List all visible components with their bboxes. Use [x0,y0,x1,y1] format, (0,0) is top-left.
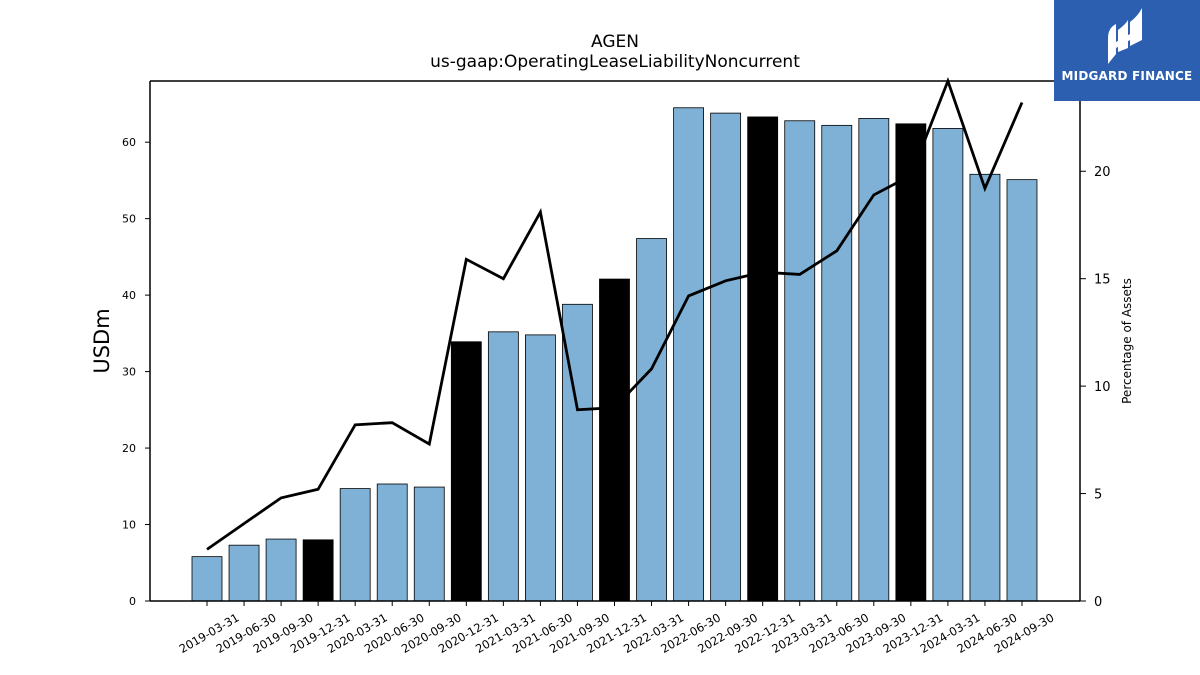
bar-2023-12-31 [895,123,927,602]
y2-tick-label: 0 [1094,595,1102,610]
bar-2019-12-31 [302,539,334,602]
y2-axis-label: Percentage of Assets [1120,278,1134,404]
brand-logo: MIDGARD FINANCE [1054,0,1200,101]
bar-2023-09-30 [858,118,890,602]
bar-2024-03-31 [932,128,964,602]
y2-tick-label: 5 [1094,488,1102,503]
y-tick-label: 50 [122,213,136,226]
midgard-logo-icon [1108,8,1142,64]
bar-2021-03-31 [487,331,519,602]
chart-subtitle: us-gaap:OperatingLeaseLiabilityNoncurren… [430,52,800,72]
bar-2024-09-30 [1006,179,1038,602]
bar-2020-03-31 [339,488,371,602]
y-tick-label: 40 [122,289,136,302]
chart-title: AGEN [591,32,639,52]
percentage-line [206,76,1024,551]
bar-2020-06-30 [376,483,408,602]
y-tick-label: 10 [122,519,136,532]
bar-2021-12-31 [599,278,630,602]
bar-2022-06-30 [673,107,704,602]
bar-2020-12-31 [450,341,482,602]
bar-2022-09-30 [710,112,742,602]
y-axis-label: USDm [90,308,114,373]
line-series [206,76,1024,551]
bar-2019-09-30 [265,538,297,602]
bar-2023-06-30 [821,124,853,602]
y-tick-label: 20 [122,442,136,455]
axes [149,80,1081,602]
bar-2019-06-30 [228,544,260,602]
y2-tick-label: 10 [1094,380,1111,395]
bar-2022-03-31 [636,238,667,602]
brand-name: MIDGARD FINANCE [1061,69,1193,83]
y2-tick-label: 20 [1094,165,1111,180]
bar-2019-03-31 [191,556,223,602]
bar-2023-03-31 [784,120,816,602]
y-tick-label: 60 [122,136,136,149]
bar-2024-06-30 [969,173,1001,602]
y-tick-label: 0 [129,595,136,608]
bar-2021-06-30 [525,334,556,602]
bar-2020-09-30 [413,486,445,602]
bar-series [191,107,1038,602]
bar-2022-12-31 [747,116,779,602]
y2-tick-label: 15 [1094,273,1111,288]
y-tick-label: 30 [122,366,136,379]
